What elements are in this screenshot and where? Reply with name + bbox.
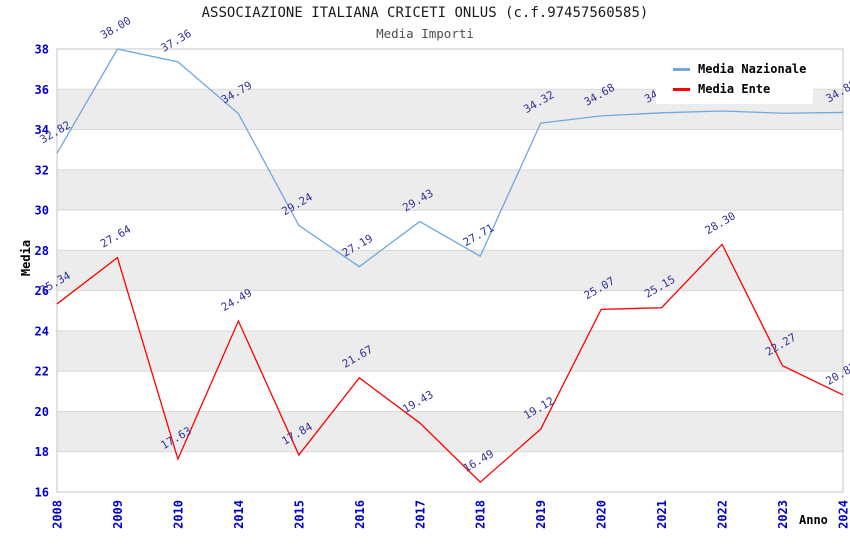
chart-title: ASSOCIAZIONE ITALIANA CRICETI ONLUS (c.f…: [201, 5, 649, 21]
y-axis-label: Media: [19, 240, 33, 276]
data-label: 27.71: [461, 221, 496, 249]
x-axis-label: Anno: [799, 513, 828, 527]
legend-label: Media Ente: [698, 82, 771, 96]
data-label: 27.64: [98, 222, 134, 250]
chart-subtitle: Media Importi: [376, 26, 474, 41]
y-tick-label: 18: [35, 445, 49, 459]
x-tick-label: 2017: [413, 500, 427, 529]
y-tick-label: 30: [35, 204, 49, 218]
x-tick-label: 2018: [474, 500, 488, 529]
x-tick-label: 2016: [353, 500, 367, 529]
grid-band: [57, 411, 843, 452]
y-tick-label: 26: [35, 284, 49, 298]
x-tick-label: 2019: [534, 500, 548, 529]
legend: Media Nazionale Media Ente: [656, 54, 813, 104]
x-tick-label: 2010: [171, 500, 185, 529]
data-label: 37.36: [159, 27, 194, 55]
y-tick-label: 34: [35, 123, 49, 137]
y-tick-label: 22: [35, 365, 49, 379]
legend-swatch-media-ente-icon: [673, 87, 690, 91]
plot-border: [56, 48, 844, 493]
y-tick-label: 24: [35, 324, 49, 338]
data-label: 38.00: [98, 14, 133, 42]
x-tick-label: 2023: [776, 500, 790, 529]
y-tick-label: 32: [35, 163, 49, 177]
y-tick-label: 28: [35, 244, 49, 258]
legend-item-media-nazionale: Media Nazionale: [656, 59, 813, 79]
x-tick-label: 2014: [232, 500, 246, 529]
x-tick-label: 2015: [292, 500, 306, 529]
y-tick-label: 36: [35, 83, 49, 97]
y-tick-label: 16: [35, 486, 49, 500]
legend-label: Media Nazionale: [698, 62, 807, 76]
legend-item-media-ente: Media Ente: [656, 79, 813, 99]
grid-band: [57, 169, 843, 211]
series-line-media-nazionale: [56, 48, 844, 268]
data-label: 28.30: [703, 209, 738, 237]
grid-band: [57, 330, 843, 372]
data-label: 25.34: [38, 269, 74, 297]
y-tick-label: 38: [35, 43, 49, 57]
series-line-media-ente: [56, 243, 844, 484]
data-label: 34.85: [824, 77, 850, 105]
x-tick-label: 2020: [595, 500, 609, 529]
legend-swatch-media-nazionale-icon: [673, 67, 690, 71]
x-tick-label: 2024: [837, 500, 850, 529]
x-tick-label: 2021: [655, 500, 669, 529]
y-tick-label: 20: [35, 405, 49, 419]
x-tick-label: 2008: [51, 500, 65, 529]
x-tick-label: 2009: [111, 500, 125, 529]
grid-band: [57, 250, 843, 291]
x-tick-label: 2022: [716, 500, 730, 529]
